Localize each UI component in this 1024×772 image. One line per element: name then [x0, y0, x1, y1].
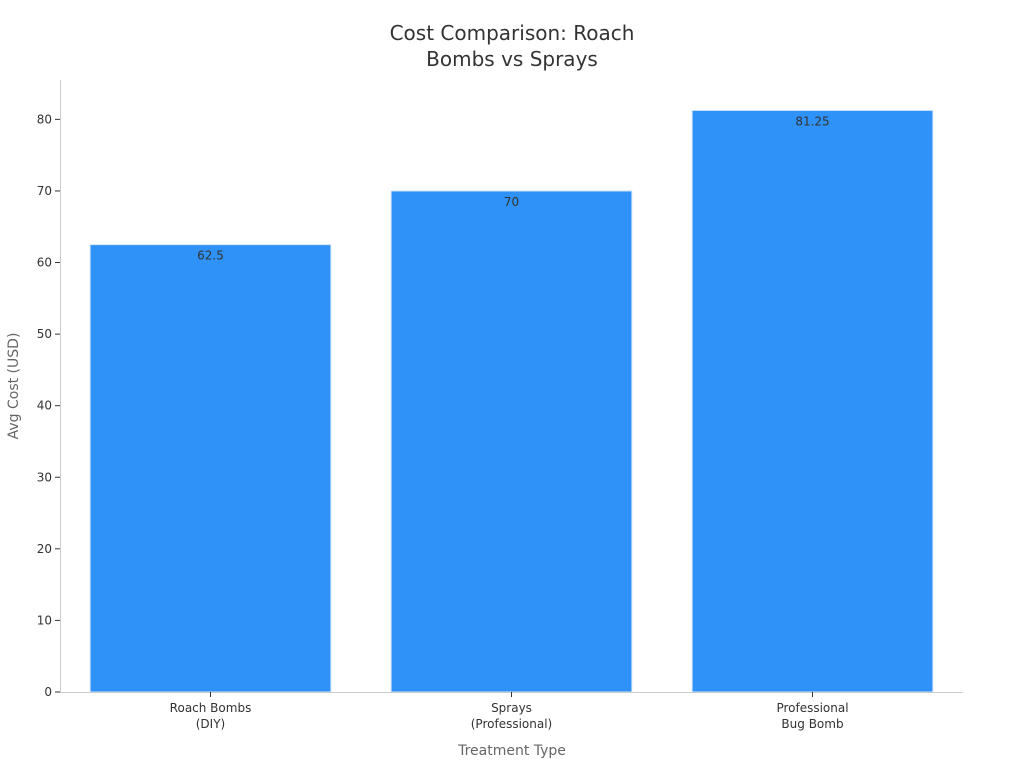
- y-tick-label-7: 70: [37, 184, 52, 198]
- y-tick-label-0: 0: [44, 685, 52, 699]
- y-ticks-group: 0 10 20 30 40 50 60 70 80: [37, 112, 60, 699]
- y-tick-label-3: 30: [37, 470, 52, 484]
- bar-2: [691, 109, 934, 693]
- y-tick-label-8: 80: [37, 112, 52, 126]
- bars-group: [89, 109, 934, 693]
- chart-title: Cost Comparison: Roach Bombs vs Sprays: [390, 21, 635, 71]
- y-tick-label-6: 60: [37, 256, 52, 270]
- y-tick-label-5: 50: [37, 327, 52, 341]
- x-tick-label-0-line-1: (DIY): [196, 717, 225, 731]
- y-tick-label-1: 10: [37, 613, 52, 627]
- data-label-0: 62.5: [197, 249, 224, 263]
- x-tick-label-1-line-1: (Professional): [471, 717, 552, 731]
- x-tick-label-2-line-1: Bug Bomb: [781, 717, 843, 731]
- data-label-1: 70: [504, 195, 519, 209]
- x-ticks-group: Roach Bombs (DIY) Sprays (Professional) Prof…: [170, 692, 849, 731]
- chart-title-line-1: Cost Comparison: Roach: [390, 21, 635, 45]
- y-tick-label-4: 40: [37, 399, 52, 413]
- y-tick-label-2: 20: [37, 542, 52, 556]
- bar-1: [390, 190, 633, 693]
- x-tick-label-1-line-0: Sprays: [491, 701, 532, 715]
- bar-0: [89, 244, 332, 693]
- y-axis-title: Avg Cost (USD): [6, 333, 22, 440]
- x-axis-title: Treatment Type: [457, 743, 566, 759]
- data-labels-group: 62.5 70 81.25: [197, 114, 830, 262]
- data-label-2: 81.25: [795, 114, 829, 128]
- x-tick-label-2-line-0: Professional: [776, 701, 848, 715]
- x-tick-label-0-line-0: Roach Bombs: [170, 701, 252, 715]
- chart-title-line-2: Bombs vs Sprays: [426, 47, 598, 71]
